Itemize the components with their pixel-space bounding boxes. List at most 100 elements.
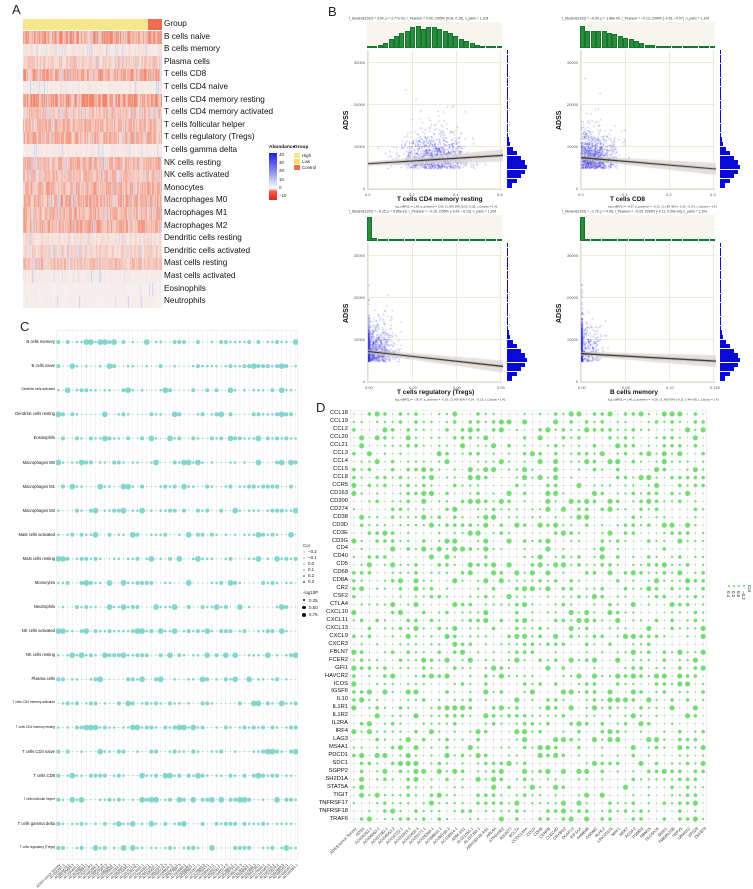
bubble — [225, 510, 227, 512]
bubble — [624, 627, 627, 630]
bubble — [201, 509, 204, 512]
bubble — [190, 796, 197, 803]
bubble — [586, 603, 588, 606]
bubble — [508, 484, 510, 487]
bubble — [679, 516, 681, 518]
bubble — [374, 792, 380, 798]
bubble — [399, 468, 402, 471]
bubble — [67, 365, 69, 367]
y-tick: 0 — [575, 186, 578, 191]
bubble — [437, 706, 442, 710]
bubble — [648, 619, 650, 622]
bubble — [500, 476, 502, 479]
bubble — [685, 674, 690, 678]
bubble — [275, 581, 279, 585]
bubble — [445, 412, 449, 416]
bubble — [154, 437, 158, 440]
bubble — [56, 821, 61, 826]
bubble — [261, 821, 266, 826]
bubble — [678, 483, 682, 488]
bubble — [663, 643, 665, 645]
bubble — [553, 474, 559, 481]
bubble — [67, 606, 69, 608]
bubble — [531, 492, 533, 494]
bubble — [576, 482, 582, 489]
bubble — [630, 633, 636, 639]
bubble — [537, 562, 543, 568]
bubble — [490, 466, 497, 473]
bubble — [624, 739, 627, 741]
bubble — [214, 821, 219, 826]
bubble — [600, 420, 605, 424]
bubble — [359, 618, 364, 623]
bubble — [176, 724, 183, 731]
bubble — [452, 601, 458, 608]
bubble — [485, 786, 487, 788]
bubble — [499, 690, 504, 694]
bubble — [160, 750, 162, 753]
bubble — [560, 808, 567, 814]
bubble — [498, 419, 504, 425]
bubble — [692, 816, 698, 822]
x-marginal-histogram — [580, 215, 715, 241]
bubble — [89, 557, 93, 561]
y-hist-bar — [720, 339, 727, 344]
bubble — [663, 627, 665, 630]
x-hist-bar — [585, 30, 591, 48]
bubble — [616, 563, 619, 567]
bubble — [484, 722, 487, 725]
bubble — [437, 674, 442, 678]
bubble — [80, 340, 83, 344]
bubble — [654, 682, 659, 686]
bubble — [653, 673, 660, 679]
bubble — [148, 820, 155, 827]
bubble — [586, 413, 588, 415]
bubble — [694, 532, 696, 534]
bubble — [485, 651, 487, 653]
bubble — [352, 451, 356, 456]
y-hist-bar — [507, 155, 522, 161]
bubble — [398, 769, 403, 774]
y-hist-bar — [507, 376, 513, 381]
bubble — [492, 659, 495, 662]
bubble — [141, 750, 143, 753]
bubble — [361, 707, 363, 709]
bubble — [609, 453, 611, 455]
bubble — [461, 818, 464, 820]
bubble — [173, 702, 176, 705]
bubble — [368, 739, 371, 741]
bubble — [229, 654, 232, 656]
bubble — [514, 800, 520, 806]
bubble — [285, 485, 287, 488]
bubble — [654, 563, 659, 567]
bubble — [392, 413, 394, 415]
bubble — [460, 435, 465, 440]
bubble — [70, 678, 74, 681]
bubble — [285, 534, 287, 536]
bubble — [547, 461, 549, 463]
bubble — [638, 721, 644, 727]
bubble — [155, 582, 157, 584]
bubble — [197, 606, 199, 608]
bubble — [454, 453, 456, 455]
bubble — [686, 667, 689, 669]
bubble — [446, 651, 448, 653]
bubble — [220, 654, 222, 656]
bubble — [285, 461, 287, 464]
bubble — [446, 468, 448, 471]
bubble — [423, 754, 425, 757]
bubble — [586, 437, 588, 439]
bubble — [65, 580, 70, 585]
bubble — [640, 580, 642, 582]
bubble — [238, 509, 242, 512]
bubble — [65, 556, 70, 561]
bubble — [538, 412, 542, 416]
bubble — [234, 726, 236, 729]
panel-d-row-label: CR2 — [336, 585, 348, 592]
bubble — [593, 580, 596, 582]
bubble — [112, 846, 116, 850]
bubble — [247, 653, 251, 657]
bubble — [591, 673, 598, 679]
y-hist-bar — [507, 358, 527, 363]
bubble — [257, 822, 260, 826]
